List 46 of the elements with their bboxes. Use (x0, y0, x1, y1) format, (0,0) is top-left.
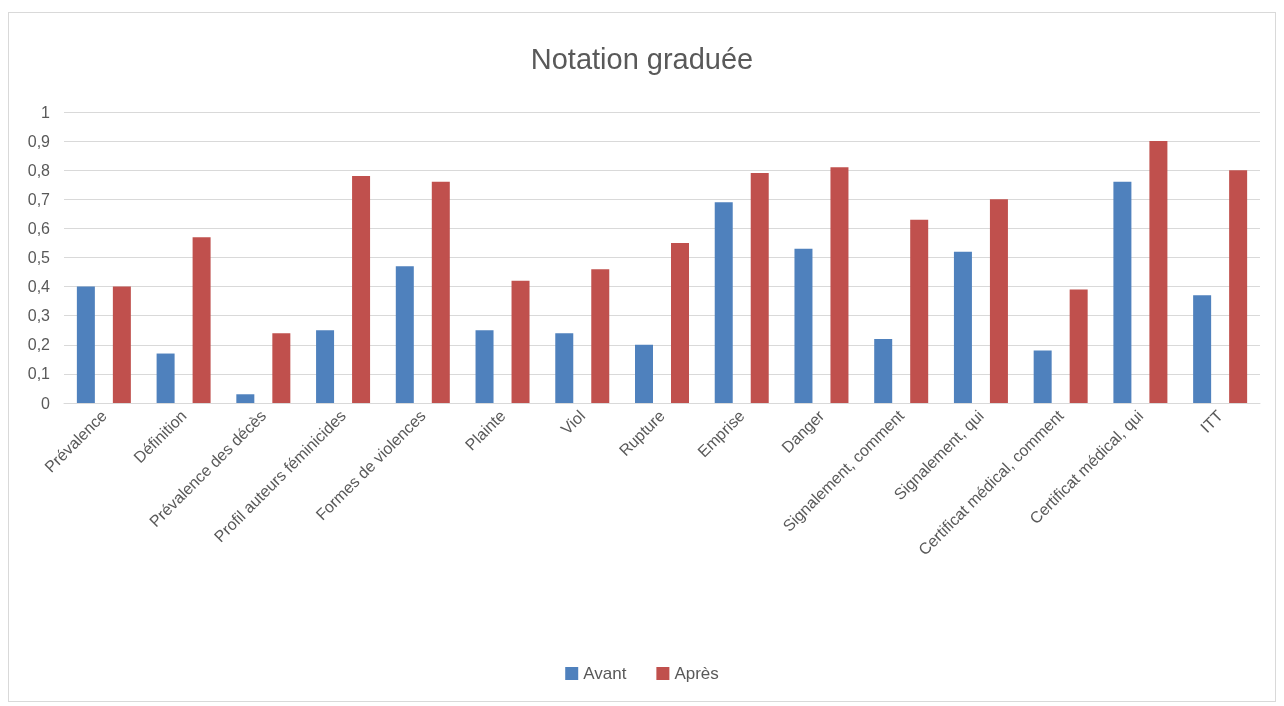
bar (953, 251, 972, 403)
y-tick-label: 1 (41, 103, 51, 121)
bar (794, 248, 813, 403)
bar (1113, 181, 1132, 403)
bar (475, 330, 494, 403)
bar (830, 167, 849, 403)
bar (1229, 170, 1248, 403)
y-tick-label: 0,7 (27, 190, 51, 208)
bar (352, 176, 371, 403)
y-tick-label: 0,8 (27, 161, 51, 179)
bar (112, 286, 131, 403)
legend-label: Avant (583, 664, 627, 683)
bar (591, 269, 610, 403)
bar (156, 353, 175, 403)
y-tick-label: 0,1 (27, 365, 51, 383)
bar (1069, 289, 1088, 403)
y-tick-label: 0,2 (27, 336, 51, 354)
bar (714, 202, 733, 403)
bar (192, 237, 211, 403)
bar (316, 330, 335, 403)
chart-title: Notation graduée (530, 42, 754, 75)
bar (76, 286, 95, 403)
bar (395, 266, 414, 403)
y-tick-label: 0,3 (27, 307, 51, 325)
x-tick-label: Viol (557, 406, 589, 438)
legend-label: Après (674, 664, 719, 683)
bar (874, 338, 893, 403)
bar (272, 333, 291, 403)
x-tick-label: ITT (1197, 406, 1227, 436)
y-tick-label: 0,4 (27, 278, 51, 296)
y-tick-label: 0,9 (27, 132, 51, 150)
bar (671, 242, 689, 403)
bar (1033, 350, 1052, 403)
bar (750, 173, 769, 403)
bar (236, 394, 255, 403)
bar (431, 181, 450, 403)
bar (910, 219, 929, 403)
bar (635, 344, 653, 403)
y-tick-label: 0 (41, 394, 51, 412)
bar (555, 333, 574, 403)
y-tick-label: 0,6 (27, 219, 51, 237)
bar (1149, 141, 1168, 403)
bar (1193, 295, 1212, 403)
y-tick-label: 0,5 (27, 249, 51, 266)
bar (989, 199, 1008, 403)
bar (511, 280, 530, 403)
